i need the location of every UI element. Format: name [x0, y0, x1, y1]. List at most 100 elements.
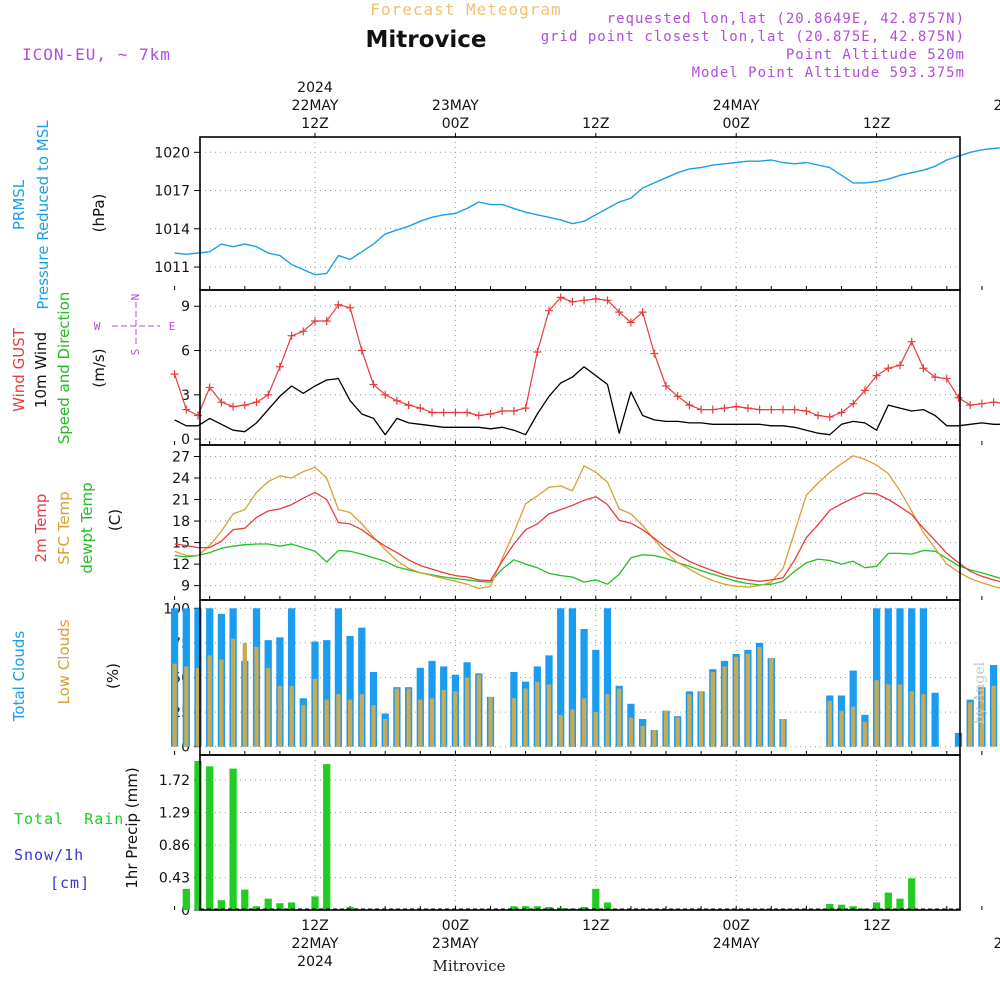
top-time-label: 00Z [722, 116, 749, 132]
low-cloud-bar [453, 691, 458, 747]
bottom-time-label: 12Z [582, 918, 609, 934]
total-cloud-bar [954, 732, 963, 747]
top-time-label: 12Z [301, 116, 328, 132]
clouds-labels: Total Clouds Low Clouds (%) [10, 619, 122, 722]
model-label: ICON-EU, ~ 7km [22, 45, 171, 64]
compass-s: S [129, 349, 142, 356]
temp2m-line [174, 491, 1000, 583]
gust-marker [697, 405, 706, 414]
low-cloud-bar [359, 694, 364, 747]
gust-marker [264, 390, 273, 399]
bottom-time-label: 24MAY [713, 936, 760, 952]
dewpt-label: dewpt Temp [78, 482, 96, 573]
gust-marker [942, 374, 951, 383]
gust-marker [650, 349, 659, 358]
model-altitude: Model Point Altitude 593.375m [692, 65, 965, 81]
gust-marker [545, 306, 553, 315]
gust-marker [989, 398, 998, 407]
temperature-labels: 2m Temp SFC Temp dewpt Temp (C) [32, 482, 124, 573]
pressure-label-1: PRMSL [10, 179, 28, 230]
gust-marker [346, 303, 355, 312]
pressure-label-2: Pressure Reduced to MSL [34, 120, 52, 310]
bottom-time-label: 22MAY [292, 936, 339, 952]
low-cloud-bar [628, 717, 634, 747]
low-cloud-bar [979, 687, 985, 747]
clouds-panel: 0255075100 [163, 599, 998, 756]
rain-bar [592, 888, 600, 910]
gust-marker [580, 296, 589, 305]
rain-bar [241, 889, 249, 910]
y-tick-label: 27 [172, 449, 190, 465]
low-cloud-bar [663, 710, 669, 747]
low-cloud-bar [289, 685, 294, 747]
low-cloud-bar [266, 667, 271, 747]
gust-marker [708, 405, 717, 414]
low-cloud-bar [172, 663, 177, 747]
gust-marker [357, 346, 366, 355]
top-time-label: 00Z [442, 116, 469, 132]
gust-marker [416, 404, 425, 413]
low-cloud-bar [675, 717, 680, 747]
low-cloud-bar [640, 725, 645, 747]
bottom-time-label: 00Z [442, 918, 469, 934]
requested-coords: requested lon,lat (20.8649E, 42.8757N) [607, 11, 965, 27]
y-tick-label: 1014 [154, 222, 190, 238]
gridpoint-coords: grid point closest lon,lat (20.875E, 42.… [541, 29, 965, 45]
bottom-time-axis: 12Z22MAY202400Z23MAY12Z00Z24MAY12Z00Z25M… [292, 918, 1000, 970]
low-cloud-bar [757, 647, 762, 747]
gust-marker [673, 392, 682, 401]
y-tick-label: 9 [181, 579, 190, 595]
low-cloud-bar [324, 699, 329, 747]
gust-marker [498, 407, 507, 416]
total-cloud-bar [872, 608, 881, 747]
low-cloud-bar [406, 688, 411, 747]
total-cloud-bar [919, 608, 928, 747]
low-cloud-bar [336, 694, 341, 747]
gust-marker [603, 296, 612, 305]
gust-marker [521, 404, 530, 413]
gust-marker [322, 317, 331, 325]
gust-marker [767, 405, 776, 414]
low-cloud-bar [476, 674, 481, 747]
rain-bar [276, 903, 284, 910]
low-cloud-bar [383, 719, 388, 747]
y-tick-label: 0 [181, 432, 190, 448]
rain-bar [252, 906, 261, 910]
gust-marker [638, 308, 647, 317]
precip-labels: Total Rain Snow/1h [cm] 1hr Precip (mm) [14, 767, 141, 892]
low-cloud-bar [207, 655, 212, 747]
gust-marker [275, 362, 284, 371]
rain-bar [206, 766, 214, 910]
low-cloud-bar [652, 730, 657, 747]
top-time-label: 25MAY [994, 98, 1000, 114]
pressure-line [174, 147, 1000, 276]
y-tick-label: 6 [181, 344, 190, 360]
rain-bar [826, 903, 834, 910]
rain-bar [603, 902, 612, 910]
panel-frame [199, 289, 961, 446]
y-tick-label: 1020 [154, 145, 190, 161]
gust-marker [509, 407, 518, 416]
y-tick-label: 21 [172, 493, 190, 509]
gust-marker [287, 331, 296, 340]
low-cloud-bar [184, 666, 189, 747]
wind10-line [174, 366, 1000, 436]
rain-bar [872, 902, 881, 910]
dewpt-line [174, 543, 1000, 586]
pressure-labels: PRMSL Pressure Reduced to MSL (hPa) [10, 120, 108, 310]
y-tick-label: 15 [172, 536, 190, 552]
top-time-label: 22MAY [292, 98, 339, 114]
gust-marker [907, 337, 916, 346]
low-cloud-bar [581, 698, 587, 747]
gust-marker [615, 308, 624, 317]
product-title: Forecast Meteogram [370, 0, 561, 19]
y-tick-label: 3 [181, 388, 190, 404]
rain-bar [884, 892, 892, 910]
compass-w: W [94, 320, 101, 333]
gust-label: Wind GUST [10, 327, 28, 412]
low-cloud-bar [277, 685, 283, 747]
rain-bar [264, 898, 272, 910]
gust-marker [486, 410, 495, 418]
gust-marker [217, 398, 226, 407]
point-altitude: Point Altitude 520m [786, 47, 965, 63]
